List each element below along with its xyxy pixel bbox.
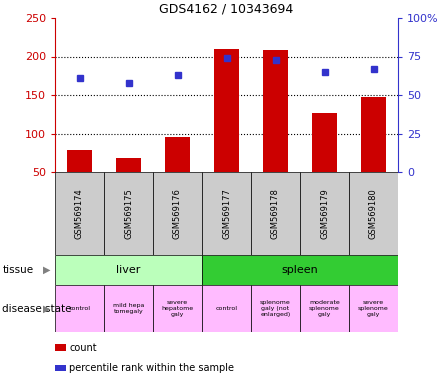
Bar <box>153 285 202 332</box>
Text: GSM569174: GSM569174 <box>75 188 84 239</box>
Bar <box>202 285 251 332</box>
Bar <box>349 172 398 255</box>
Bar <box>104 285 153 332</box>
Bar <box>67 151 92 172</box>
Text: severe
splenome
galy: severe splenome galy <box>358 300 389 317</box>
Text: percentile rank within the sample: percentile rank within the sample <box>69 363 234 373</box>
Bar <box>55 255 202 285</box>
Text: GSM569178: GSM569178 <box>271 188 280 239</box>
Bar <box>202 172 251 255</box>
Text: spleen: spleen <box>282 265 318 275</box>
Bar <box>300 285 349 332</box>
Bar <box>153 172 202 255</box>
Text: GSM569175: GSM569175 <box>124 188 133 239</box>
Text: ▶: ▶ <box>42 265 50 275</box>
Text: disease state: disease state <box>2 303 72 313</box>
Text: severe
hepatome
galy: severe hepatome galy <box>162 300 194 317</box>
Bar <box>361 96 386 172</box>
Bar <box>349 285 398 332</box>
Bar <box>251 285 300 332</box>
Text: control: control <box>215 306 237 311</box>
Bar <box>202 255 398 285</box>
Title: GDS4162 / 10343694: GDS4162 / 10343694 <box>159 2 293 15</box>
Text: splenome
galy (not
enlarged): splenome galy (not enlarged) <box>260 300 291 317</box>
Bar <box>263 50 288 172</box>
Bar <box>251 172 300 255</box>
Bar <box>104 172 153 255</box>
Text: GSM569177: GSM569177 <box>222 188 231 239</box>
Bar <box>214 49 239 172</box>
Bar <box>55 285 104 332</box>
Text: mild hepa
tomegaly: mild hepa tomegaly <box>113 303 144 314</box>
Bar <box>116 158 141 172</box>
Text: GSM569176: GSM569176 <box>173 188 182 239</box>
Text: tissue: tissue <box>2 265 33 275</box>
Text: ▶: ▶ <box>42 303 50 313</box>
Text: GSM569180: GSM569180 <box>369 188 378 239</box>
Text: moderate
splenome
galy: moderate splenome galy <box>309 300 340 317</box>
Text: liver: liver <box>117 265 141 275</box>
Bar <box>55 172 104 255</box>
Text: count: count <box>69 343 97 353</box>
Bar <box>312 114 337 172</box>
Text: control: control <box>68 306 91 311</box>
Bar <box>300 172 349 255</box>
Bar <box>165 137 190 172</box>
Text: GSM569179: GSM569179 <box>320 188 329 239</box>
